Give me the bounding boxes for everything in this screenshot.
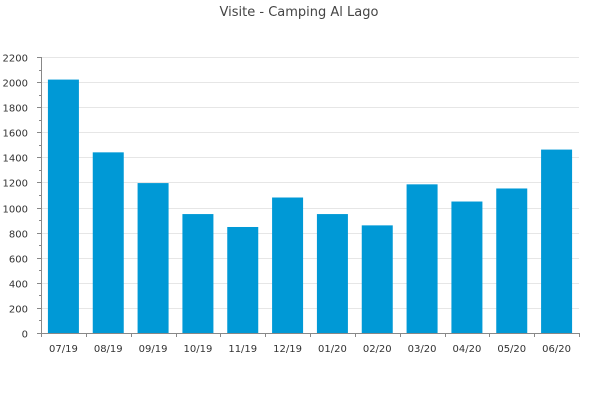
y-tick-label: 0 bbox=[22, 330, 28, 341]
y-tick-label: 800 bbox=[9, 230, 28, 241]
x-tick-label: 02/20 bbox=[363, 344, 392, 355]
bar bbox=[496, 188, 528, 333]
y-tick-label: 200 bbox=[9, 305, 28, 316]
axes bbox=[37, 57, 580, 337]
x-tick-labels: 07/19 08/19 09/19 10/19 11/19 12/19 01/20 02/20… bbox=[49, 344, 571, 355]
x-tick-label: 09/19 bbox=[139, 344, 168, 355]
bar bbox=[316, 214, 348, 333]
y-tick-label: 1600 bbox=[3, 129, 28, 140]
y-tick-label: 2000 bbox=[3, 79, 28, 90]
x-tick-label: 08/19 bbox=[94, 344, 123, 355]
bar bbox=[451, 201, 483, 333]
chart-title: Visite - Camping Al Lago bbox=[220, 5, 379, 20]
y-tick-label: 1400 bbox=[3, 154, 28, 165]
bar bbox=[92, 152, 124, 333]
y-tick-label: 1200 bbox=[3, 179, 28, 190]
x-tick-label: 01/20 bbox=[318, 344, 347, 355]
y-tick-label: 600 bbox=[9, 255, 28, 266]
bar bbox=[361, 225, 393, 333]
bar bbox=[272, 197, 304, 333]
x-tick-label: 10/19 bbox=[184, 344, 213, 355]
x-tick-label: 07/19 bbox=[49, 344, 78, 355]
x-tick-label: 05/20 bbox=[497, 344, 526, 355]
y-tick-label: 1000 bbox=[3, 205, 28, 216]
bar bbox=[227, 226, 259, 333]
bar bbox=[182, 214, 214, 333]
bar bbox=[541, 149, 573, 333]
x-tick-label: 04/20 bbox=[453, 344, 482, 355]
x-tick-label: 11/19 bbox=[228, 344, 257, 355]
x-tick-label: 12/19 bbox=[273, 344, 302, 355]
y-tick-label: 400 bbox=[9, 280, 28, 291]
grid-lines bbox=[41, 57, 579, 309]
y-tick-label: 2200 bbox=[3, 54, 28, 65]
bar bbox=[47, 79, 79, 333]
bar bbox=[406, 184, 438, 333]
x-tick-label: 03/20 bbox=[408, 344, 437, 355]
bar bbox=[137, 183, 169, 333]
y-tick-label: 1800 bbox=[3, 104, 28, 115]
bars bbox=[47, 79, 573, 333]
y-tick-labels: 0 200 400 600 800 1000 1200 1400 1600 1800 2000 220… bbox=[3, 54, 28, 341]
x-tick-label: 06/20 bbox=[542, 344, 571, 355]
